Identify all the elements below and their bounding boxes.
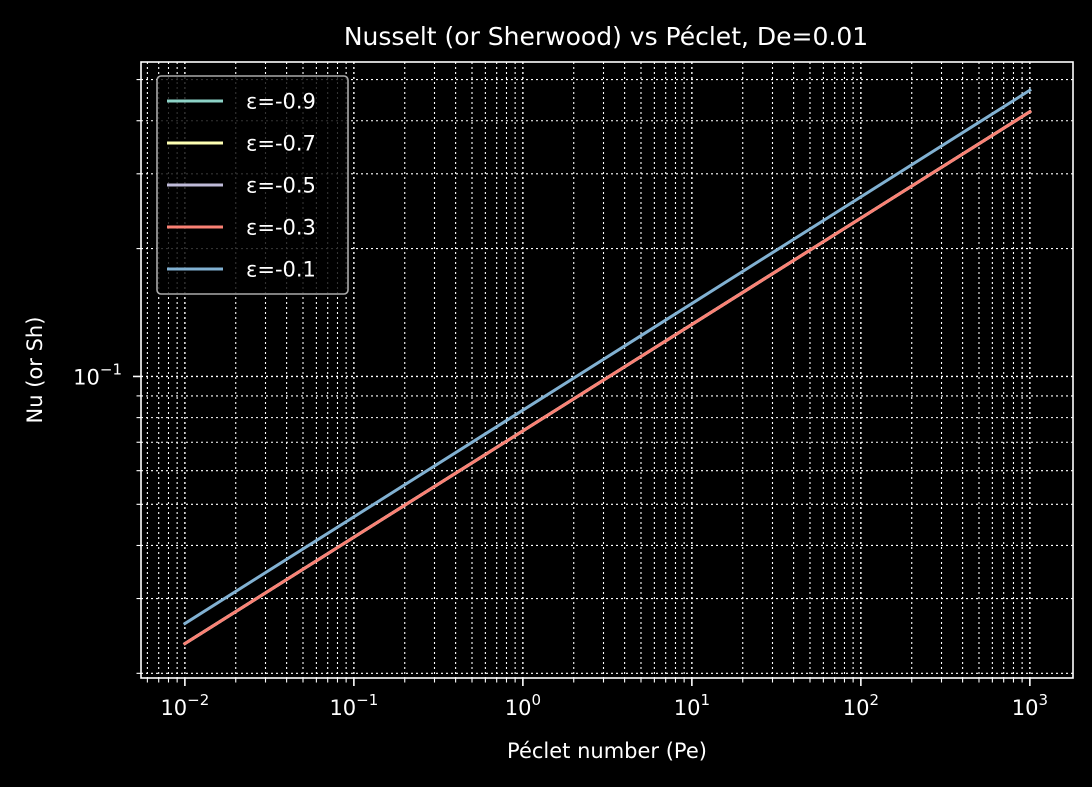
legend-label-2: ε=-0.7	[246, 132, 316, 156]
plot-area-frame	[140, 61, 1074, 679]
x-tick-label: 100	[505, 691, 541, 720]
series-line-4	[182, 109, 1032, 646]
y-axis-label: Nu (or Sh)	[23, 317, 47, 424]
series-lines	[182, 88, 1032, 646]
legend-label-5: ε=-0.1	[246, 258, 316, 282]
legend-box	[156, 75, 349, 295]
x-tick-label: 102	[843, 691, 879, 720]
x-tick-label: 103	[1012, 691, 1048, 720]
legend: ε=-0.9 ε=-0.7 ε=-0.5 ε=-0.3 ε=-0.1	[156, 75, 349, 295]
legend-label-1: ε=-0.9	[246, 90, 316, 114]
x-tick-label: 101	[674, 691, 710, 720]
legend-label-4: ε=-0.3	[246, 216, 316, 240]
x-axis-label: Péclet number (Pe)	[507, 739, 707, 763]
axis-ticks	[133, 79, 1031, 686]
chart-title: Nusselt (or Sherwood) vs Péclet, De=0.01	[344, 22, 868, 51]
legend-label-3: ε=-0.5	[246, 174, 316, 198]
axis-tick-labels: 10−2 10−1 100 101 102 103 10−1	[73, 360, 1048, 720]
series-line-5	[182, 88, 1032, 626]
y-tick-label: 10−1	[73, 360, 122, 389]
x-tick-label: 10−1	[329, 691, 378, 720]
x-tick-label: 10−2	[160, 691, 209, 720]
